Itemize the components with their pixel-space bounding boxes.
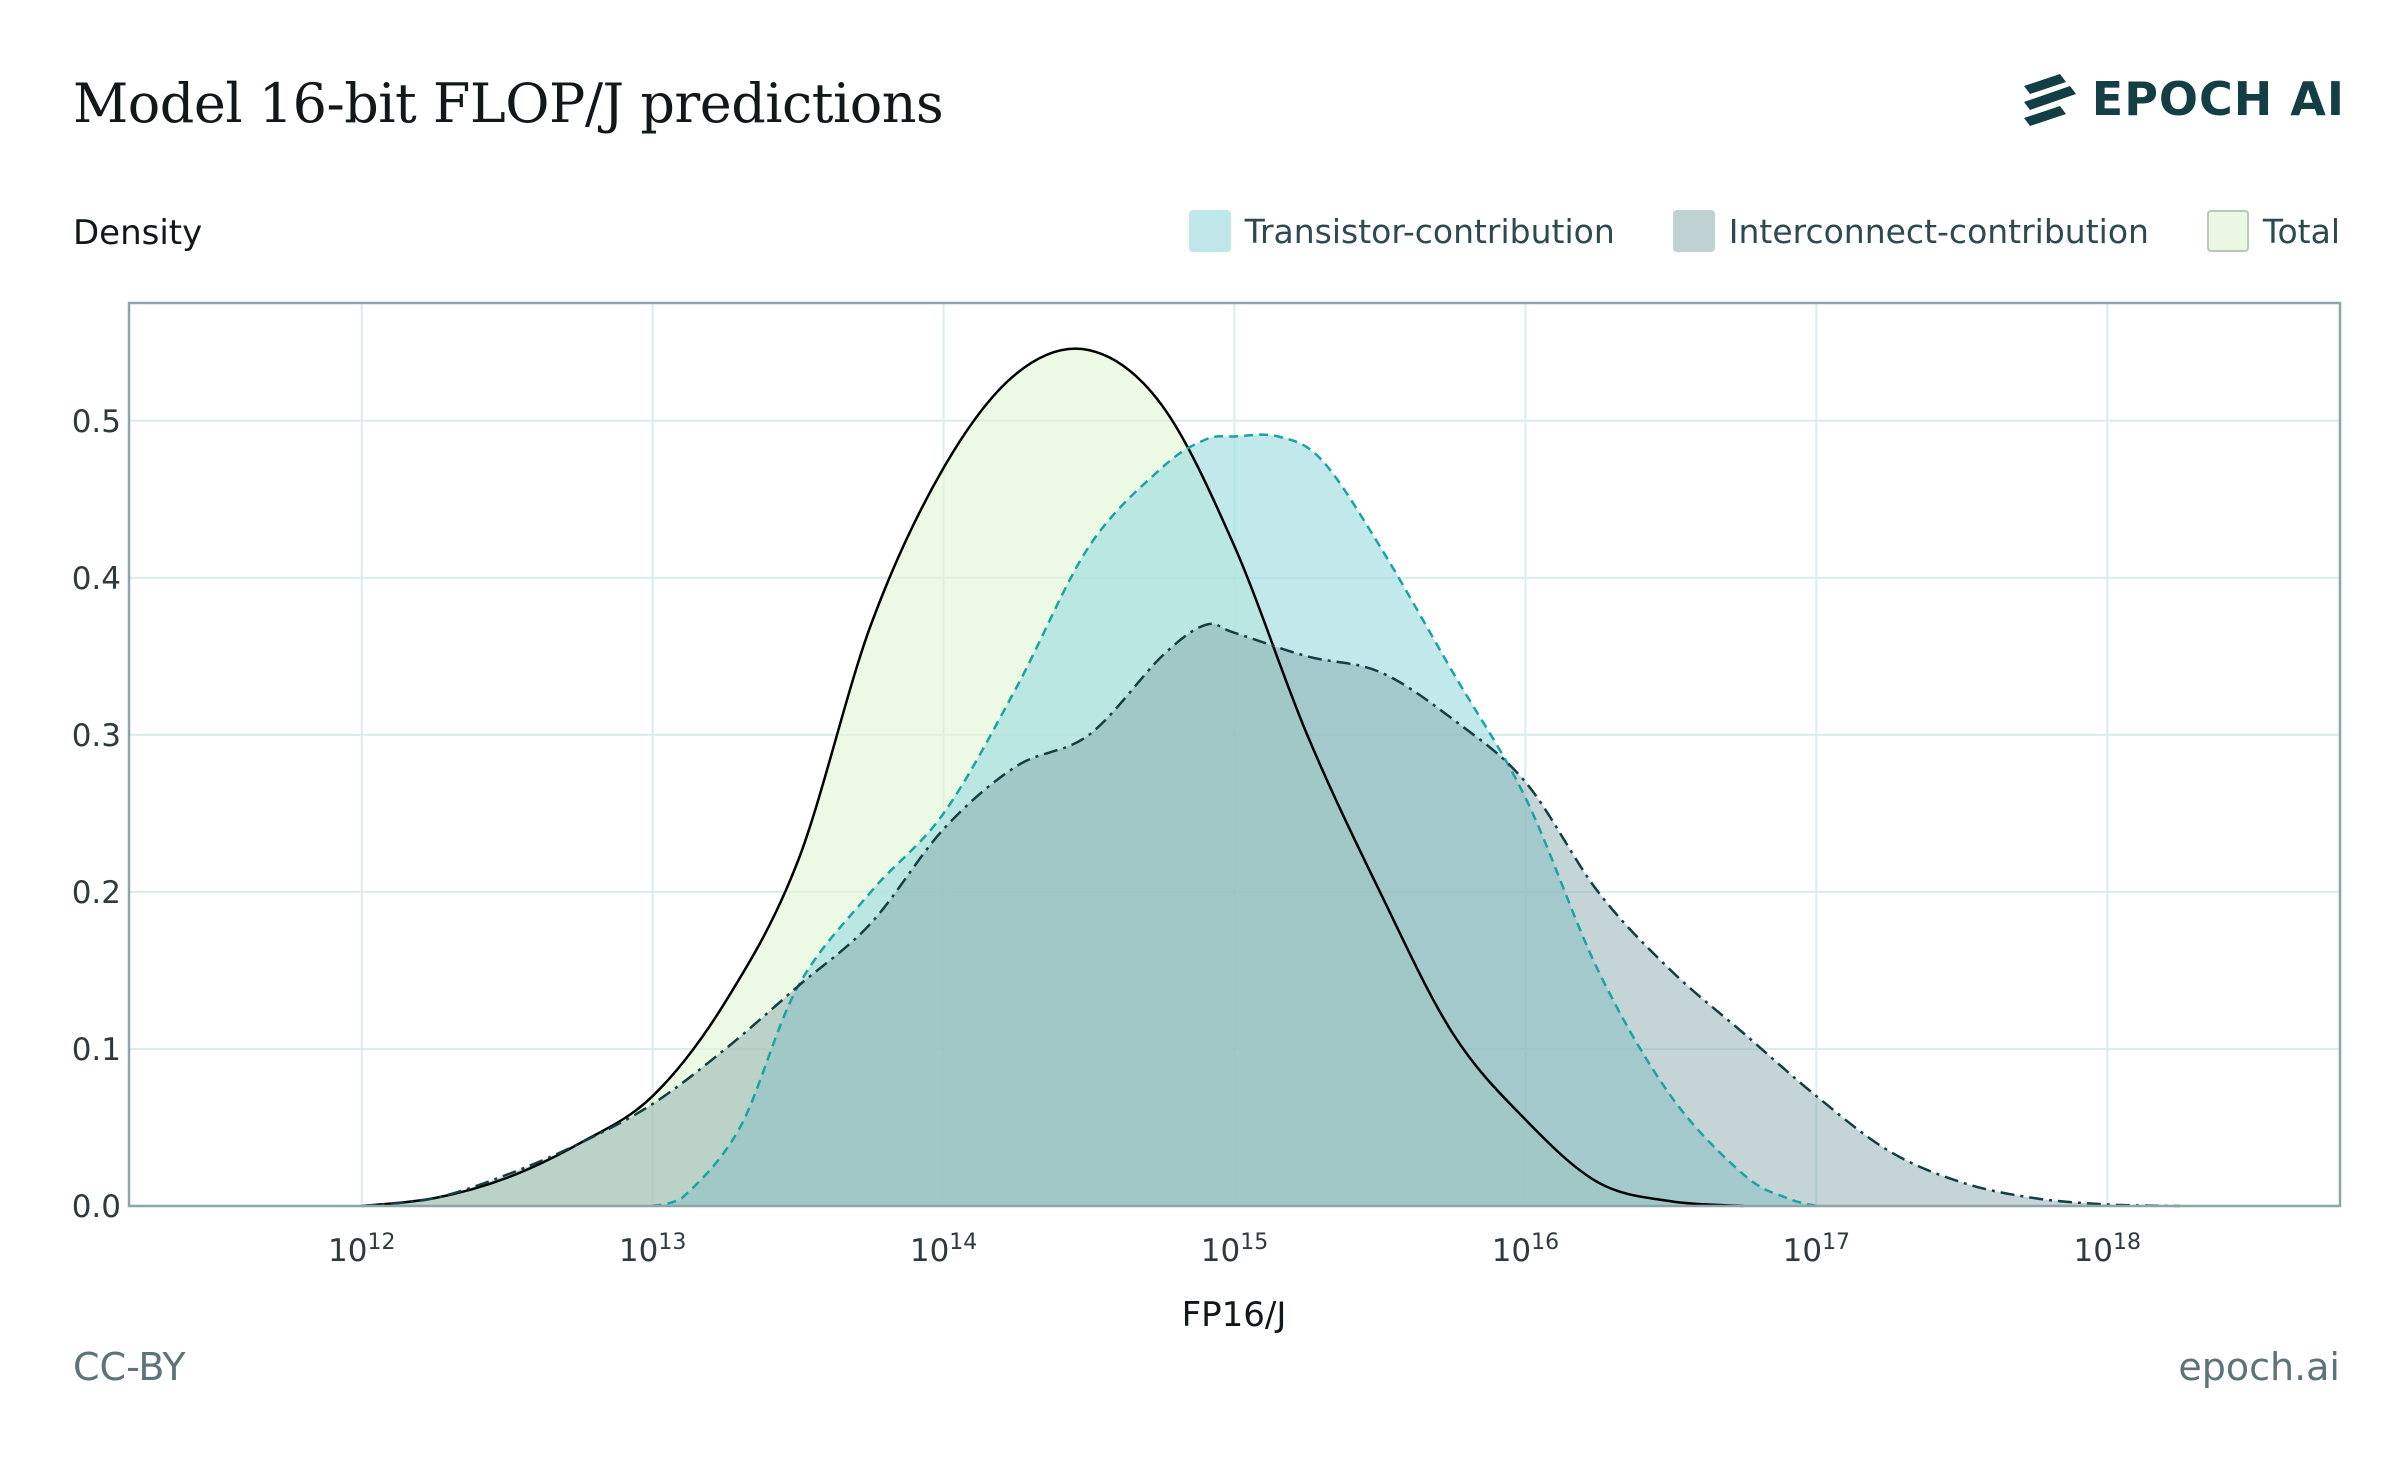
x-axis-label: FP16/J xyxy=(1182,1295,1287,1335)
legend-item-total[interactable]: Total xyxy=(2206,210,2340,252)
y-tick-label: 0.0 xyxy=(72,1189,121,1225)
area-transistor xyxy=(652,434,1817,1207)
legend-label-interconnect: Interconnect-contribution xyxy=(1728,211,2149,251)
line-layer xyxy=(361,347,2181,1208)
y-tick-label: 0.1 xyxy=(72,1032,121,1068)
y-axis-label: Density xyxy=(73,213,203,253)
plot-frame xyxy=(127,301,2342,1208)
x-tick-label: 1016 xyxy=(1492,1230,1559,1269)
legend-item-transistor[interactable]: Transistor-contribution xyxy=(1188,210,1615,252)
legend-label-transistor: Transistor-contribution xyxy=(1244,211,1615,251)
y-tick-label: 0.2 xyxy=(72,875,121,911)
x-tick-label: 1014 xyxy=(910,1230,977,1269)
tick-layer: 1012 1013 1014 1015 1016 1017 1018 0.0 0.1 0.2 0.3… xyxy=(72,404,2141,1269)
legend-swatch-total xyxy=(2206,210,2249,252)
y-tick-label: 0.4 xyxy=(72,561,121,597)
x-tick-label: 1015 xyxy=(1201,1230,1268,1269)
y-tick-label: 0.5 xyxy=(72,404,121,440)
legend-label-total: Total xyxy=(2262,211,2340,251)
epoch-stripes-icon xyxy=(2023,74,2076,126)
x-tick-label: 1017 xyxy=(1783,1230,1850,1269)
line-total xyxy=(361,347,1744,1208)
x-tick-label: 1018 xyxy=(2074,1230,2141,1269)
x-tick-label: 1012 xyxy=(328,1230,395,1269)
y-tick-label: 0.3 xyxy=(72,718,121,754)
legend: Transistor-contribution Interconnect-con… xyxy=(1188,210,2340,252)
site-link[interactable]: epoch.ai xyxy=(2178,1345,2340,1389)
line-interconnect xyxy=(361,622,2181,1208)
chart-title: Model 16-bit FLOP/J predictions xyxy=(73,72,944,135)
legend-item-interconnect[interactable]: Interconnect-contribution xyxy=(1672,210,2149,252)
logo-text: EPOCH AI xyxy=(2091,72,2345,126)
epoch-logo[interactable]: EPOCH AI xyxy=(2020,72,2345,126)
area-layer xyxy=(361,348,2180,1207)
license-label: CC-BY xyxy=(73,1345,186,1389)
area-interconnect xyxy=(361,623,2180,1206)
legend-swatch-transistor xyxy=(1188,210,1231,252)
legend-swatch-interconnect xyxy=(1672,210,1715,252)
grid-layer xyxy=(129,303,2340,1206)
area-total xyxy=(361,348,1744,1206)
x-tick-label: 1013 xyxy=(619,1230,686,1269)
line-transistor xyxy=(652,433,1817,1208)
